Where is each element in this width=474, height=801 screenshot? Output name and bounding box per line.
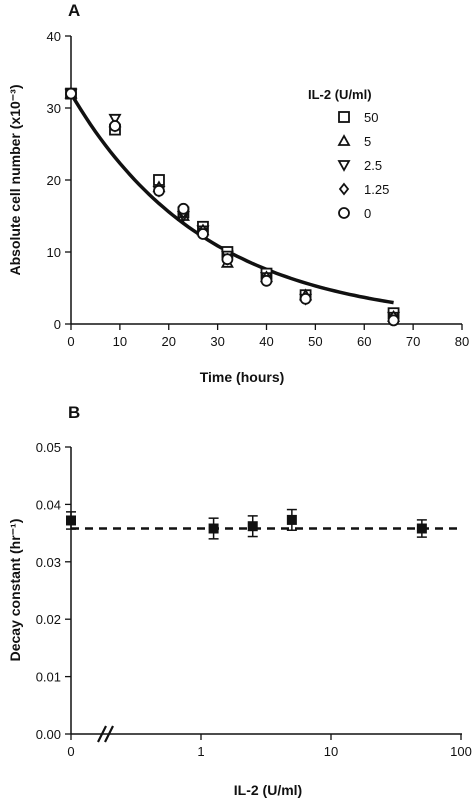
legend-label: 5: [364, 134, 371, 149]
panel-a-x-tick-label: 60: [357, 334, 371, 349]
panel-a-x-tick-label: 50: [308, 334, 322, 349]
panel-b: B 0.00 0.01 0.02 0.03 0.04 0.05 0 1 10 100 IL-2 (…: [7, 403, 472, 798]
panel-a-y-tick-label: 20: [47, 173, 61, 188]
panel-b-label: B: [68, 403, 80, 422]
panel-a-point-circle: [177, 202, 190, 215]
panel-b-axis-break-mark: [97, 725, 107, 743]
panel-a-x-tick-label: 0: [67, 334, 74, 349]
legend-marker-circle: [338, 207, 350, 219]
panel-a-point-circle: [153, 184, 165, 197]
panel-b-point: [66, 515, 76, 526]
panel-b-point: [286, 514, 297, 525]
panel-a-legend-title: IL-2 (U/ml): [308, 87, 372, 102]
panel-a-point-circle: [65, 87, 77, 100]
panel-a-y-tick-label: 40: [47, 29, 61, 44]
panel-a-x-tick-label: 10: [113, 334, 127, 349]
panel-a-point-circle: [221, 253, 234, 266]
panel-a-x-tick-label: 30: [210, 334, 224, 349]
panel-a-legend: IL-2 (U/ml) 50 5 2.5 1.25 0: [308, 87, 389, 221]
panel-a-point-circle: [260, 274, 273, 287]
panel-a-y-axis-title: Absolute cell number (x10⁻³): [7, 85, 23, 276]
panel-b-y-axis-title: Decay constant (hr⁻¹): [7, 519, 23, 662]
panel-b-y-tick-label: 0.00: [36, 727, 61, 742]
legend-label: 50: [364, 110, 378, 125]
panel-a-y-tick-label: 0: [54, 317, 61, 332]
panel-a-label: A: [68, 1, 80, 20]
panel-b-x-tick-label: 10: [324, 744, 338, 759]
panel-b-y-tick-label: 0.02: [36, 612, 61, 627]
legend-marker-triangle-up: [337, 134, 351, 146]
legend-marker-diamond: [338, 182, 350, 196]
panel-b-y-tick-label: 0.05: [36, 440, 61, 455]
panel-a-x-tick-label: 20: [162, 334, 176, 349]
panel-a-x-tick-label: 80: [455, 334, 469, 349]
legend-label: 1.25: [364, 182, 389, 197]
panel-b-x-tick-label: 0: [67, 744, 74, 759]
panel-a-point-circle: [387, 314, 400, 327]
panel-b-y-tick-label: 0.04: [36, 497, 61, 512]
legend-label: 2.5: [364, 158, 382, 173]
panel-b-x-tick-label: 1: [197, 744, 204, 759]
legend-label: 0: [364, 206, 371, 221]
panel-b-x-axis-title: IL-2 (U/ml): [234, 782, 302, 798]
panel-a-point-circle: [197, 228, 209, 240]
panel-b-axis-break-mark: [104, 725, 114, 743]
panel-a-point-triangle-down: [108, 113, 122, 126]
panel-a-x-axis-title: Time (hours): [200, 369, 285, 385]
panel-b-y-tick-label: 0.03: [36, 555, 61, 570]
panel-a-y-tick-label: 30: [47, 101, 61, 116]
panel-a-x-tick-label: 70: [406, 334, 420, 349]
panel-b-y-tick-label: 0.01: [36, 670, 61, 685]
panel-a-y-tick-label: 10: [47, 245, 61, 260]
panel-b-point: [247, 521, 258, 532]
legend-marker-triangle-down: [337, 160, 351, 172]
panel-b-plot-area: 0.00 0.01 0.02 0.03 0.04 0.05 0 1 10 100: [36, 440, 472, 759]
panel-b-x-tick-label: 100: [450, 744, 472, 759]
panel-b-point: [208, 523, 219, 534]
panel-a-point-circle: [109, 120, 121, 132]
panel-a-point-circle: [299, 292, 312, 305]
panel-b-point: [416, 523, 427, 534]
legend-marker-square: [338, 111, 350, 123]
panel-a-x-tick-label: 40: [259, 334, 273, 349]
